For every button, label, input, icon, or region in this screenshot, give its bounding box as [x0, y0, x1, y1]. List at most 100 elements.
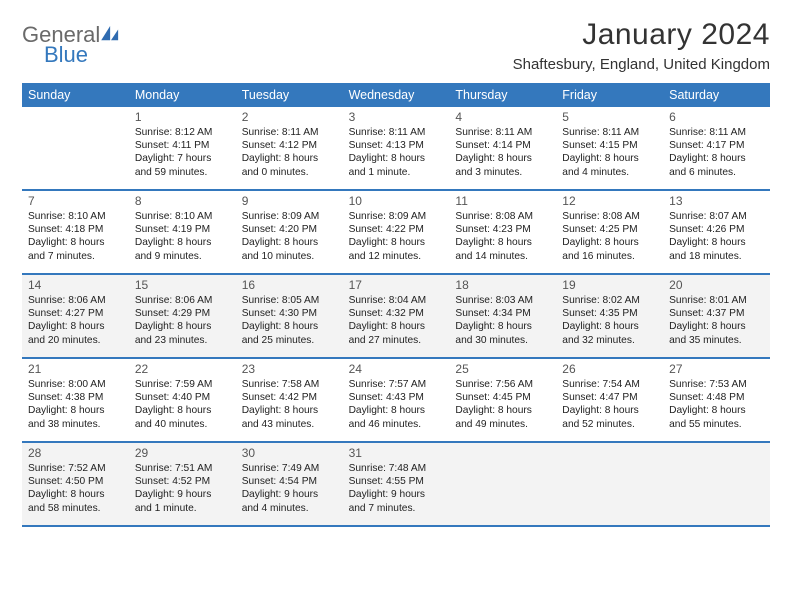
sunset-text: Sunset: 4:13 PM [349, 139, 444, 152]
day-info: Sunrise: 7:48 AMSunset: 4:55 PMDaylight:… [349, 462, 444, 514]
calendar-cell: 12Sunrise: 8:08 AMSunset: 4:25 PMDayligh… [556, 191, 663, 273]
sunrise-text: Sunrise: 7:58 AM [242, 378, 337, 391]
day-info: Sunrise: 8:11 AMSunset: 4:17 PMDaylight:… [669, 126, 764, 178]
day-info: Sunrise: 7:52 AMSunset: 4:50 PMDaylight:… [28, 462, 123, 514]
brand-logo: GeneralBlue [22, 18, 121, 66]
sunrise-text: Sunrise: 8:10 AM [28, 210, 123, 223]
daylight-text: Daylight: 8 hours and 58 minutes. [28, 488, 123, 514]
daylight-text: Daylight: 9 hours and 1 minute. [135, 488, 230, 514]
weekday-header: Monday [129, 83, 236, 107]
calendar-cell: 28Sunrise: 7:52 AMSunset: 4:50 PMDayligh… [22, 443, 129, 525]
sunset-text: Sunset: 4:50 PM [28, 475, 123, 488]
calendar-cell: 30Sunrise: 7:49 AMSunset: 4:54 PMDayligh… [236, 443, 343, 525]
sunset-text: Sunset: 4:47 PM [562, 391, 657, 404]
weekday-header: Tuesday [236, 83, 343, 107]
sunset-text: Sunset: 4:23 PM [455, 223, 550, 236]
sunrise-text: Sunrise: 8:09 AM [242, 210, 337, 223]
day-info: Sunrise: 8:12 AMSunset: 4:11 PMDaylight:… [135, 126, 230, 178]
sunset-text: Sunset: 4:48 PM [669, 391, 764, 404]
daylight-text: Daylight: 8 hours and 16 minutes. [562, 236, 657, 262]
calendar-week-row: 21Sunrise: 8:00 AMSunset: 4:38 PMDayligh… [22, 359, 770, 443]
day-number: 17 [349, 278, 444, 293]
day-info: Sunrise: 8:06 AMSunset: 4:29 PMDaylight:… [135, 294, 230, 346]
day-number: 20 [669, 278, 764, 293]
sunset-text: Sunset: 4:52 PM [135, 475, 230, 488]
sunrise-text: Sunrise: 8:05 AM [242, 294, 337, 307]
location-label: Shaftesbury, England, United Kingdom [513, 56, 770, 73]
calendar-cell: 23Sunrise: 7:58 AMSunset: 4:42 PMDayligh… [236, 359, 343, 441]
sunrise-text: Sunrise: 7:54 AM [562, 378, 657, 391]
sunset-text: Sunset: 4:19 PM [135, 223, 230, 236]
day-info: Sunrise: 7:58 AMSunset: 4:42 PMDaylight:… [242, 378, 337, 430]
day-info: Sunrise: 8:05 AMSunset: 4:30 PMDaylight:… [242, 294, 337, 346]
day-number: 11 [455, 194, 550, 209]
day-number: 5 [562, 110, 657, 125]
sunrise-text: Sunrise: 8:08 AM [562, 210, 657, 223]
calendar-cell: 19Sunrise: 8:02 AMSunset: 4:35 PMDayligh… [556, 275, 663, 357]
calendar-cell: 3Sunrise: 8:11 AMSunset: 4:13 PMDaylight… [343, 107, 450, 189]
sunset-text: Sunset: 4:18 PM [28, 223, 123, 236]
sunrise-text: Sunrise: 7:56 AM [455, 378, 550, 391]
daylight-text: Daylight: 8 hours and 12 minutes. [349, 236, 444, 262]
weekday-header: Thursday [449, 83, 556, 107]
day-info: Sunrise: 8:11 AMSunset: 4:15 PMDaylight:… [562, 126, 657, 178]
sunrise-text: Sunrise: 8:02 AM [562, 294, 657, 307]
day-number: 9 [242, 194, 337, 209]
day-number: 26 [562, 362, 657, 377]
weekday-header: Friday [556, 83, 663, 107]
day-info: Sunrise: 7:53 AMSunset: 4:48 PMDaylight:… [669, 378, 764, 430]
daylight-text: Daylight: 8 hours and 35 minutes. [669, 320, 764, 346]
day-info: Sunrise: 8:10 AMSunset: 4:19 PMDaylight:… [135, 210, 230, 262]
daylight-text: Daylight: 8 hours and 43 minutes. [242, 404, 337, 430]
calendar-cell: 2Sunrise: 8:11 AMSunset: 4:12 PMDaylight… [236, 107, 343, 189]
calendar-week-row: 14Sunrise: 8:06 AMSunset: 4:27 PMDayligh… [22, 275, 770, 359]
day-number: 10 [349, 194, 444, 209]
day-number: 24 [349, 362, 444, 377]
calendar-cell: 5Sunrise: 8:11 AMSunset: 4:15 PMDaylight… [556, 107, 663, 189]
calendar-cell: 31Sunrise: 7:48 AMSunset: 4:55 PMDayligh… [343, 443, 450, 525]
sunrise-text: Sunrise: 7:48 AM [349, 462, 444, 475]
day-number: 13 [669, 194, 764, 209]
sunset-text: Sunset: 4:38 PM [28, 391, 123, 404]
daylight-text: Daylight: 8 hours and 6 minutes. [669, 152, 764, 178]
calendar-cell: 20Sunrise: 8:01 AMSunset: 4:37 PMDayligh… [663, 275, 770, 357]
calendar-cell: 24Sunrise: 7:57 AMSunset: 4:43 PMDayligh… [343, 359, 450, 441]
calendar-cell-empty [556, 443, 663, 525]
calendar-week-row: 1Sunrise: 8:12 AMSunset: 4:11 PMDaylight… [22, 107, 770, 191]
page-header: GeneralBlue January 2024 Shaftesbury, En… [22, 18, 770, 73]
sunrise-text: Sunrise: 8:08 AM [455, 210, 550, 223]
day-number: 22 [135, 362, 230, 377]
daylight-text: Daylight: 8 hours and 40 minutes. [135, 404, 230, 430]
calendar-cell: 7Sunrise: 8:10 AMSunset: 4:18 PMDaylight… [22, 191, 129, 273]
day-info: Sunrise: 7:51 AMSunset: 4:52 PMDaylight:… [135, 462, 230, 514]
sunset-text: Sunset: 4:32 PM [349, 307, 444, 320]
calendar-cell: 16Sunrise: 8:05 AMSunset: 4:30 PMDayligh… [236, 275, 343, 357]
calendar-cell: 18Sunrise: 8:03 AMSunset: 4:34 PMDayligh… [449, 275, 556, 357]
daylight-text: Daylight: 9 hours and 7 minutes. [349, 488, 444, 514]
sunset-text: Sunset: 4:40 PM [135, 391, 230, 404]
sunrise-text: Sunrise: 8:04 AM [349, 294, 444, 307]
daylight-text: Daylight: 8 hours and 52 minutes. [562, 404, 657, 430]
sunset-text: Sunset: 4:34 PM [455, 307, 550, 320]
sunset-text: Sunset: 4:12 PM [242, 139, 337, 152]
sunrise-text: Sunrise: 8:11 AM [242, 126, 337, 139]
day-number: 12 [562, 194, 657, 209]
sunrise-text: Sunrise: 7:53 AM [669, 378, 764, 391]
day-number: 31 [349, 446, 444, 461]
daylight-text: Daylight: 8 hours and 32 minutes. [562, 320, 657, 346]
daylight-text: Daylight: 8 hours and 1 minute. [349, 152, 444, 178]
sunset-text: Sunset: 4:15 PM [562, 139, 657, 152]
day-info: Sunrise: 8:11 AMSunset: 4:14 PMDaylight:… [455, 126, 550, 178]
weekday-header: Wednesday [343, 83, 450, 107]
calendar-body: 1Sunrise: 8:12 AMSunset: 4:11 PMDaylight… [22, 107, 770, 527]
day-number: 19 [562, 278, 657, 293]
day-number: 1 [135, 110, 230, 125]
calendar-cell: 25Sunrise: 7:56 AMSunset: 4:45 PMDayligh… [449, 359, 556, 441]
sunset-text: Sunset: 4:11 PM [135, 139, 230, 152]
day-number: 16 [242, 278, 337, 293]
day-number: 30 [242, 446, 337, 461]
day-info: Sunrise: 8:07 AMSunset: 4:26 PMDaylight:… [669, 210, 764, 262]
day-number: 4 [455, 110, 550, 125]
daylight-text: Daylight: 8 hours and 27 minutes. [349, 320, 444, 346]
day-info: Sunrise: 8:01 AMSunset: 4:37 PMDaylight:… [669, 294, 764, 346]
